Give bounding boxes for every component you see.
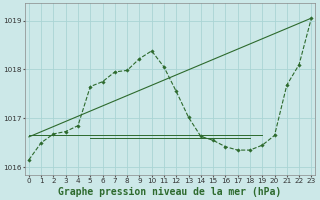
X-axis label: Graphe pression niveau de la mer (hPa): Graphe pression niveau de la mer (hPa) xyxy=(59,186,282,197)
